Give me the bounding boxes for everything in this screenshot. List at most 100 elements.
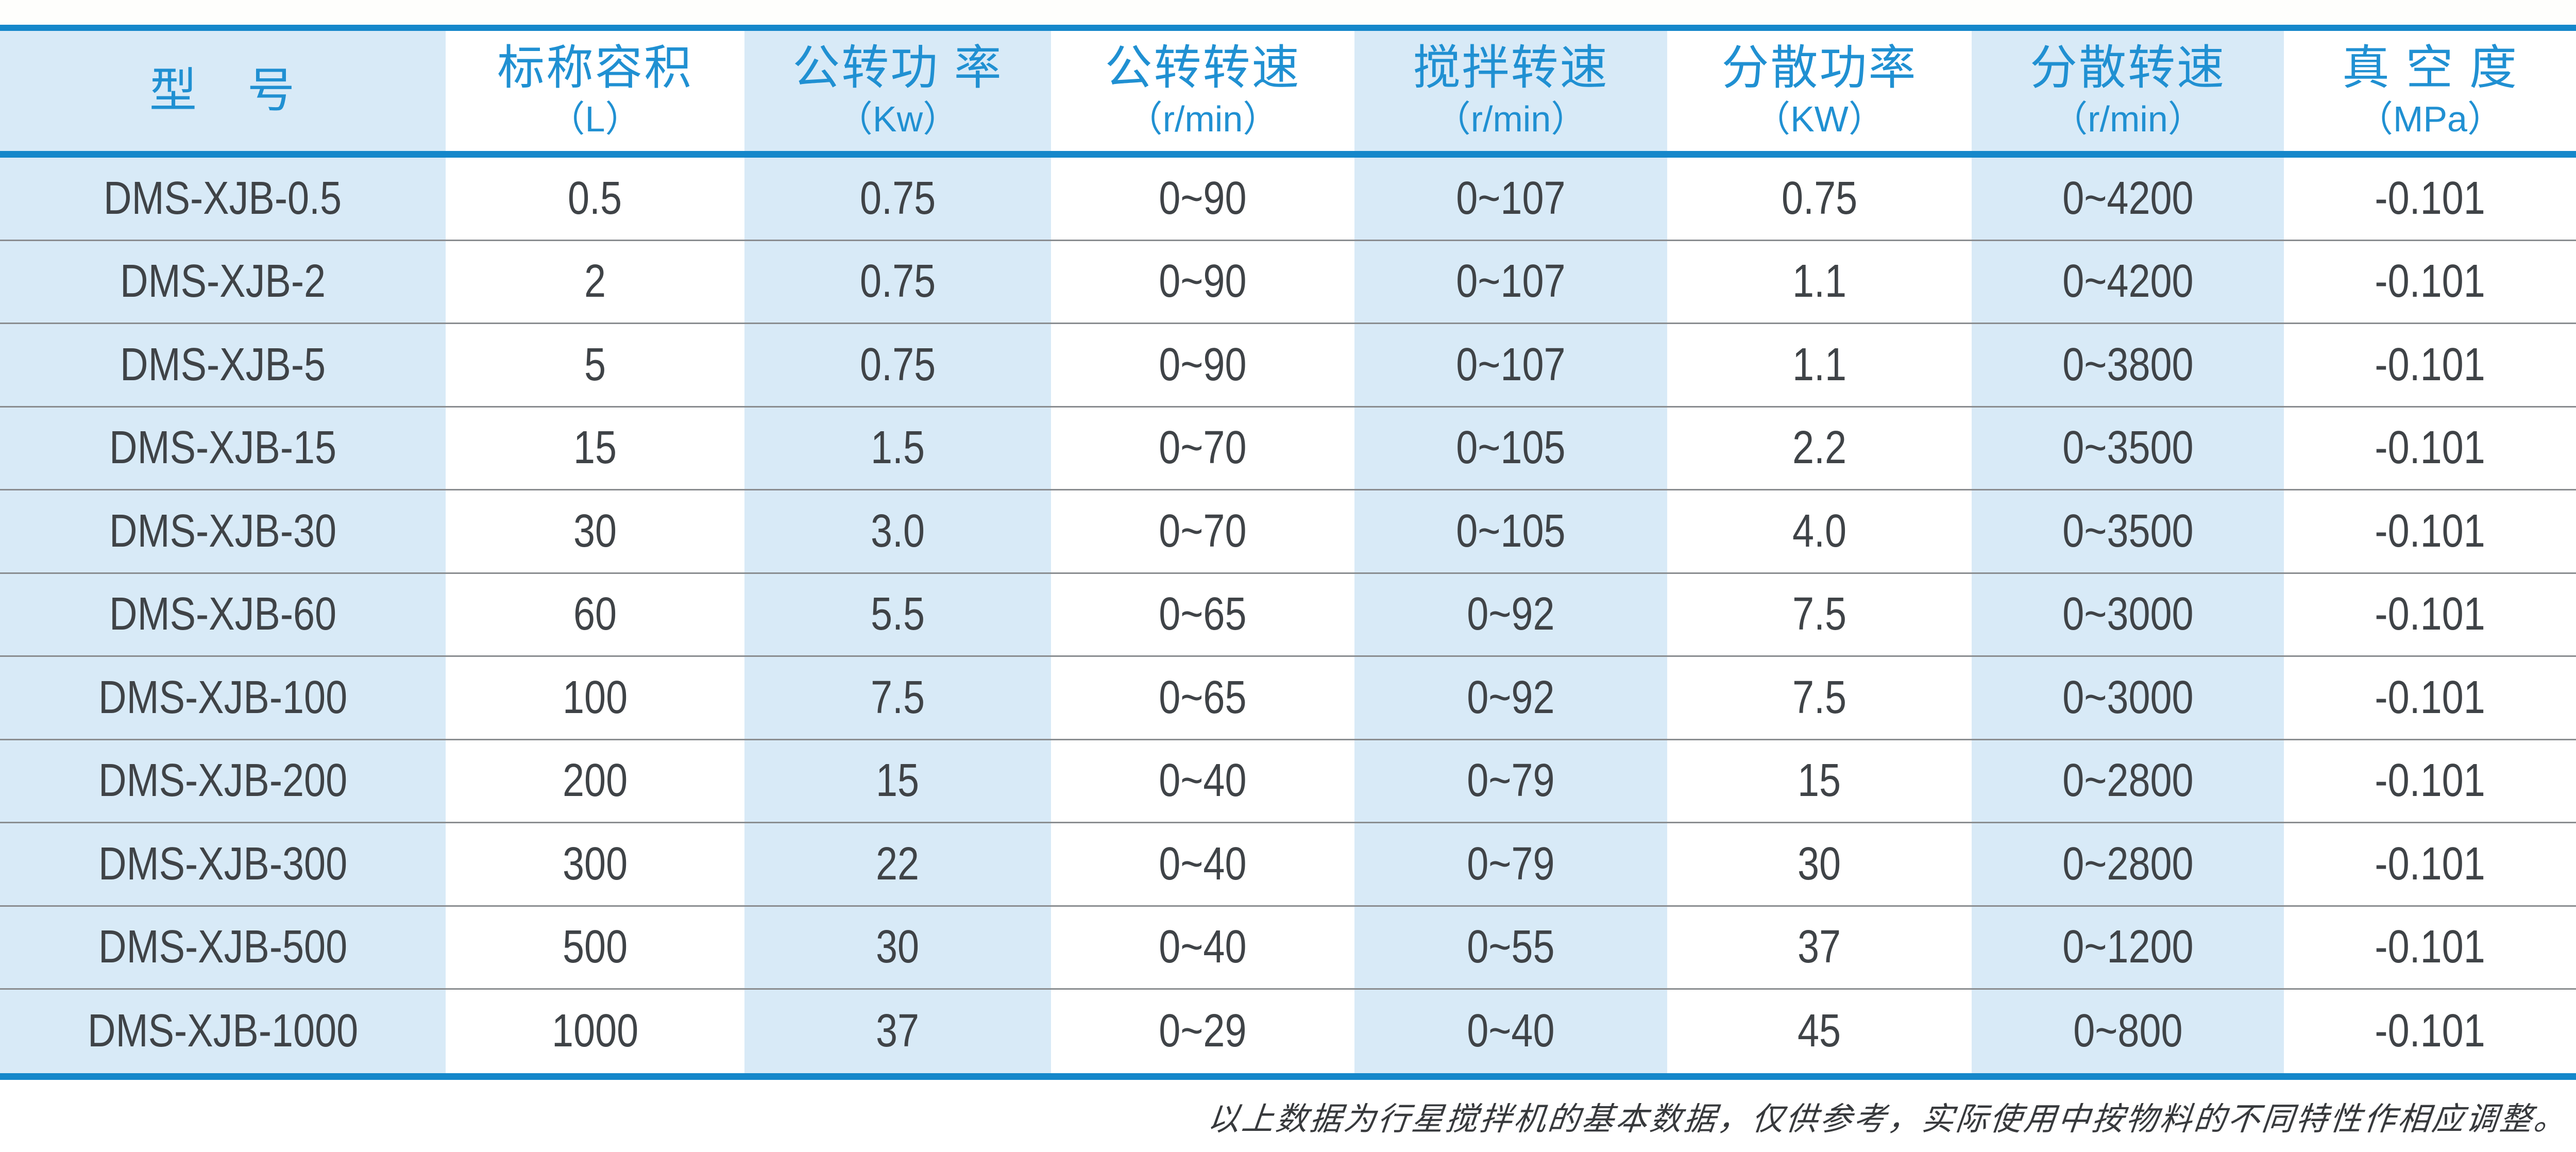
cell-volume: 500 bbox=[446, 906, 744, 988]
cell-rev-speed: 0~40 bbox=[1051, 906, 1354, 988]
header-unit: （r/min） bbox=[2052, 99, 2204, 140]
header-unit: （L） bbox=[549, 99, 641, 140]
cell-disp-power: 1.1 bbox=[1667, 241, 1972, 323]
cell-disp-speed: 0~2800 bbox=[1972, 823, 2284, 905]
cell-volume: 15 bbox=[446, 407, 744, 489]
table-top-border bbox=[0, 25, 2576, 31]
header-revolution-power: 公转功 率 （Kw） bbox=[744, 31, 1051, 151]
table-header-row: 型 号 标称容积 （L） 公转功 率 （Kw） 公转转速 （r/min） 搅拌转… bbox=[0, 31, 2576, 151]
cell-volume: 30 bbox=[446, 490, 744, 572]
cell-rev-speed: 0~70 bbox=[1051, 490, 1354, 572]
cell-rev-speed: 0~70 bbox=[1051, 407, 1354, 489]
cell-model: DMS-XJB-300 bbox=[0, 823, 446, 905]
cell-stir-speed: 0~79 bbox=[1354, 823, 1667, 905]
cell-rev-speed: 0~90 bbox=[1051, 241, 1354, 323]
cell-volume: 300 bbox=[446, 823, 744, 905]
top-margin bbox=[0, 0, 2576, 25]
cell-model: DMS-XJB-0.5 bbox=[0, 158, 446, 240]
cell-stir-speed: 0~107 bbox=[1354, 324, 1667, 406]
header-unit: （r/min） bbox=[1126, 99, 1279, 140]
table-row: DMS-XJB-200 200 15 0~40 0~79 15 0~2800 -… bbox=[0, 740, 2576, 823]
cell-volume: 60 bbox=[446, 573, 744, 655]
header-title: 型 号 bbox=[149, 64, 296, 117]
header-dispersion-speed: 分散转速 （r/min） bbox=[1972, 31, 2284, 151]
cell-volume: 1000 bbox=[446, 990, 744, 1073]
cell-model: DMS-XJB-1000 bbox=[0, 990, 446, 1073]
cell-rev-speed: 0~29 bbox=[1051, 990, 1354, 1073]
cell-stir-speed: 0~55 bbox=[1354, 906, 1667, 988]
header-dispersion-power: 分散功率 （KW） bbox=[1667, 31, 1972, 151]
cell-rev-power: 7.5 bbox=[744, 657, 1051, 739]
footer: 以上数据为行星搅拌机的基本数据，仅供参考，实际使用中按物料的不同特性作相应调整。 bbox=[0, 1080, 2576, 1152]
cell-stir-speed: 0~105 bbox=[1354, 407, 1667, 489]
header-title: 分散功率 bbox=[1721, 42, 1918, 95]
cell-model: DMS-XJB-30 bbox=[0, 490, 446, 572]
header-unit: （Kw） bbox=[836, 99, 959, 140]
cell-vacuum: -0.101 bbox=[2284, 906, 2576, 988]
cell-rev-power: 1.5 bbox=[744, 407, 1051, 489]
cell-vacuum: -0.101 bbox=[2284, 241, 2576, 323]
cell-rev-speed: 0~65 bbox=[1051, 573, 1354, 655]
cell-vacuum: -0.101 bbox=[2284, 158, 2576, 240]
cell-rev-speed: 0~90 bbox=[1051, 158, 1354, 240]
cell-disp-speed: 0~4200 bbox=[1972, 241, 2284, 323]
table-row: DMS-XJB-300 300 22 0~40 0~79 30 0~2800 -… bbox=[0, 823, 2576, 907]
cell-model: DMS-XJB-60 bbox=[0, 573, 446, 655]
cell-vacuum: -0.101 bbox=[2284, 990, 2576, 1073]
cell-rev-speed: 0~40 bbox=[1051, 740, 1354, 822]
header-bottom-border bbox=[0, 151, 2576, 158]
cell-stir-speed: 0~92 bbox=[1354, 573, 1667, 655]
table-row: DMS-XJB-5 5 0.75 0~90 0~107 1.1 0~3800 -… bbox=[0, 324, 2576, 408]
header-title: 搅拌转速 bbox=[1413, 42, 1609, 95]
table-row: DMS-XJB-15 15 1.5 0~70 0~105 2.2 0~3500 … bbox=[0, 407, 2576, 490]
cell-disp-speed: 0~1200 bbox=[1972, 906, 2284, 988]
table-row: DMS-XJB-60 60 5.5 0~65 0~92 7.5 0~3000 -… bbox=[0, 573, 2576, 657]
cell-rev-power: 5.5 bbox=[744, 573, 1051, 655]
header-revolution-speed: 公转转速 （r/min） bbox=[1051, 31, 1354, 151]
header-unit: （r/min） bbox=[1434, 99, 1587, 140]
cell-disp-power: 0.75 bbox=[1667, 158, 1972, 240]
header-title: 真 空 度 bbox=[2342, 42, 2519, 95]
header-model: 型 号 bbox=[0, 31, 446, 151]
cell-disp-power: 2.2 bbox=[1667, 407, 1972, 489]
cell-disp-power: 45 bbox=[1667, 990, 1972, 1073]
cell-disp-power: 4.0 bbox=[1667, 490, 1972, 572]
table-row: DMS-XJB-1000 1000 37 0~29 0~40 45 0~800 … bbox=[0, 990, 2576, 1073]
cell-model: DMS-XJB-100 bbox=[0, 657, 446, 739]
cell-disp-power: 7.5 bbox=[1667, 573, 1972, 655]
cell-rev-speed: 0~65 bbox=[1051, 657, 1354, 739]
cell-vacuum: -0.101 bbox=[2284, 407, 2576, 489]
cell-rev-power: 0.75 bbox=[744, 158, 1051, 240]
table-row: DMS-XJB-30 30 3.0 0~70 0~105 4.0 0~3500 … bbox=[0, 490, 2576, 574]
cell-vacuum: -0.101 bbox=[2284, 657, 2576, 739]
cell-stir-speed: 0~107 bbox=[1354, 158, 1667, 240]
cell-stir-speed: 0~40 bbox=[1354, 990, 1667, 1073]
cell-disp-speed: 0~3000 bbox=[1972, 657, 2284, 739]
cell-rev-power: 30 bbox=[744, 906, 1051, 988]
cell-rev-power: 37 bbox=[744, 990, 1051, 1073]
cell-volume: 100 bbox=[446, 657, 744, 739]
cell-volume: 0.5 bbox=[446, 158, 744, 240]
header-title: 公转功 率 bbox=[792, 42, 1003, 95]
cell-rev-power: 22 bbox=[744, 823, 1051, 905]
footer-note: 以上数据为行星搅拌机的基本数据，仅供参考，实际使用中按物料的不同特性作相应调整。 bbox=[1206, 1099, 2570, 1138]
cell-disp-speed: 0~3500 bbox=[1972, 407, 2284, 489]
table-body: DMS-XJB-0.5 0.5 0.75 0~90 0~107 0.75 0~4… bbox=[0, 158, 2576, 1073]
table-row: DMS-XJB-0.5 0.5 0.75 0~90 0~107 0.75 0~4… bbox=[0, 158, 2576, 241]
header-vacuum-degree: 真 空 度 （MPa） bbox=[2284, 31, 2576, 151]
header-stirring-speed: 搅拌转速 （r/min） bbox=[1354, 31, 1667, 151]
header-title: 分散转速 bbox=[2029, 42, 2226, 95]
cell-volume: 2 bbox=[446, 241, 744, 323]
cell-disp-speed: 0~800 bbox=[1972, 990, 2284, 1073]
cell-model: DMS-XJB-200 bbox=[0, 740, 446, 822]
cell-disp-power: 30 bbox=[1667, 823, 1972, 905]
cell-rev-power: 0.75 bbox=[744, 324, 1051, 406]
header-unit: （MPa） bbox=[2357, 99, 2503, 140]
cell-vacuum: -0.101 bbox=[2284, 573, 2576, 655]
table-row: DMS-XJB-100 100 7.5 0~65 0~92 7.5 0~3000… bbox=[0, 657, 2576, 740]
cell-rev-speed: 0~90 bbox=[1051, 324, 1354, 406]
cell-volume: 5 bbox=[446, 324, 744, 406]
header-unit: （KW） bbox=[1754, 99, 1885, 140]
cell-disp-power: 7.5 bbox=[1667, 657, 1972, 739]
